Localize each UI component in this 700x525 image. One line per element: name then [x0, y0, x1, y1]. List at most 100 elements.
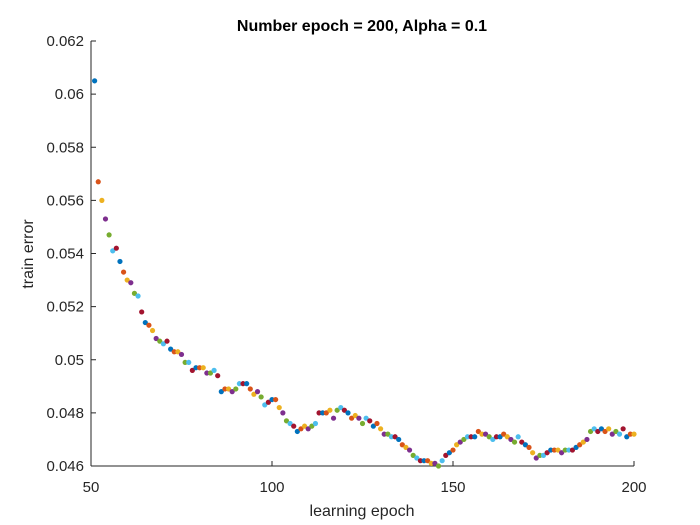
data-point	[519, 439, 525, 445]
data-point	[631, 431, 637, 437]
data-point	[305, 426, 311, 432]
data-point	[175, 349, 181, 355]
data-point	[559, 450, 565, 456]
data-point	[435, 463, 442, 469]
data-point	[218, 389, 224, 395]
data-point	[236, 381, 243, 387]
data-point	[320, 410, 326, 416]
y-tick-label: 0.058	[46, 139, 84, 156]
data-point	[573, 444, 579, 451]
data-point	[624, 434, 630, 440]
data-point	[388, 434, 395, 440]
data-point	[247, 386, 253, 392]
data-point	[439, 458, 445, 464]
data-point	[569, 447, 576, 453]
data-point	[349, 415, 355, 421]
data-point	[497, 434, 503, 440]
data-point	[197, 365, 203, 371]
data-point	[316, 410, 322, 416]
data-point	[204, 370, 210, 376]
data-point	[595, 428, 601, 435]
data-point	[186, 359, 192, 366]
data-point	[309, 423, 315, 429]
data-point	[461, 436, 467, 443]
data-point	[291, 423, 297, 429]
data-point	[356, 415, 362, 421]
data-point	[334, 407, 340, 413]
data-point	[526, 444, 532, 451]
data-point	[374, 420, 380, 427]
y-tick-label: 0.046	[46, 458, 84, 475]
data-point	[301, 423, 308, 429]
data-point	[566, 447, 572, 453]
data-point	[602, 428, 608, 435]
data-point	[530, 450, 536, 456]
data-point	[269, 396, 275, 403]
data-point	[171, 349, 177, 355]
data-point	[443, 452, 449, 458]
data-point	[294, 428, 300, 435]
data-point	[511, 439, 518, 445]
data-point	[381, 431, 387, 437]
data-point	[102, 216, 109, 222]
y-tick-label: 0.054	[46, 246, 84, 263]
data-point	[392, 434, 398, 440]
data-point	[352, 412, 358, 419]
data-point	[146, 322, 152, 328]
data-point	[265, 399, 271, 405]
data-point	[200, 365, 206, 371]
data-point	[323, 410, 329, 416]
data-point	[345, 410, 351, 416]
data-point	[537, 452, 543, 458]
data-point	[254, 389, 261, 395]
data-point	[486, 434, 492, 440]
data-point	[160, 341, 166, 347]
data-point	[283, 418, 290, 424]
data-point	[341, 407, 347, 413]
data-point	[233, 386, 239, 392]
data-point	[124, 277, 130, 283]
data-point	[616, 431, 623, 437]
y-tick-label: 0.056	[46, 192, 84, 209]
data-point	[454, 442, 460, 448]
data-point	[157, 338, 163, 344]
y-tick-label: 0.052	[46, 299, 84, 316]
data-point	[110, 248, 116, 254]
data-point	[584, 436, 590, 443]
data-point	[287, 420, 293, 427]
x-tick-label: 150	[440, 479, 465, 496]
data-point	[139, 309, 145, 315]
data-point	[273, 396, 279, 403]
data-point	[298, 426, 304, 432]
data-point	[244, 381, 250, 387]
data-point	[613, 428, 619, 435]
data-point	[577, 442, 583, 448]
data-point	[182, 359, 188, 366]
data-point	[128, 280, 134, 286]
data-point	[396, 436, 402, 443]
data-point	[609, 431, 615, 437]
data-point	[359, 420, 366, 427]
data-point	[215, 373, 221, 379]
y-tick-label: 0.06	[55, 86, 84, 103]
data-point	[417, 458, 424, 464]
data-point	[211, 367, 217, 373]
data-point	[330, 415, 337, 421]
data-point	[501, 431, 507, 437]
data-point	[472, 434, 478, 440]
data-point	[555, 447, 561, 453]
data-point	[457, 439, 463, 445]
data-point	[189, 367, 195, 373]
data-point	[222, 386, 228, 392]
data-point	[551, 447, 557, 453]
data-point	[370, 423, 376, 429]
data-point	[468, 434, 474, 440]
data-point	[587, 428, 594, 435]
x-axis: 50 100 150 200	[83, 461, 647, 496]
data-point	[225, 386, 232, 392]
data-point	[475, 428, 481, 435]
y-tick-label: 0.05	[55, 352, 84, 369]
data-point	[414, 455, 420, 461]
data-point	[117, 258, 123, 265]
